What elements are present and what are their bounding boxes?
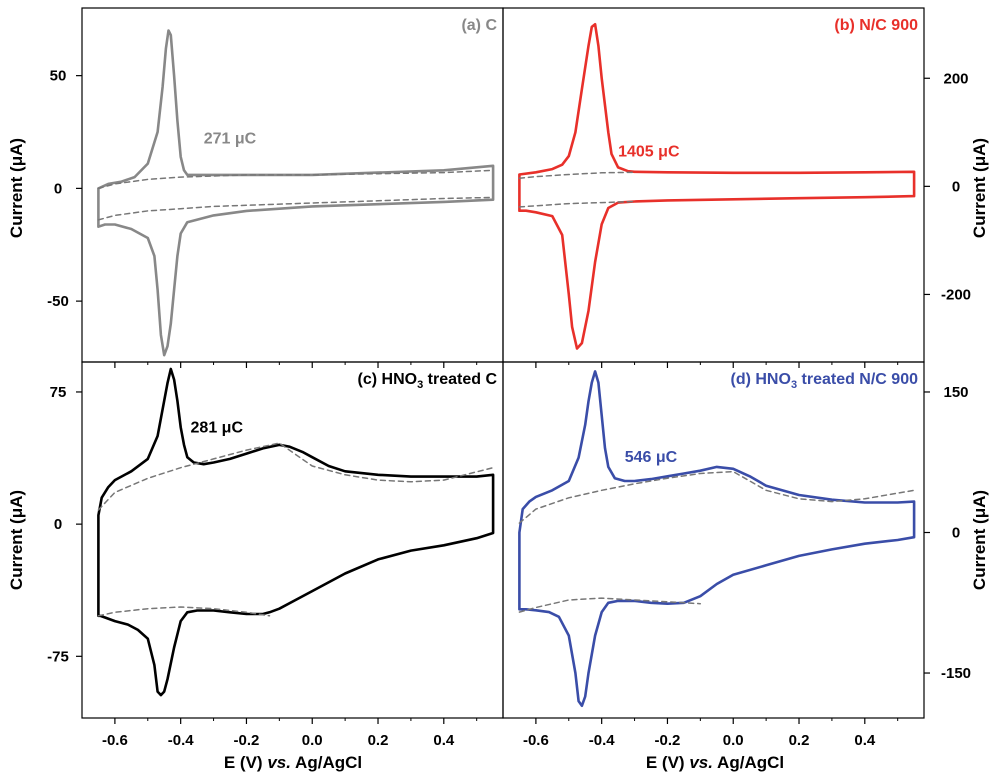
x-axis-label-left-italic: vs.: [267, 753, 291, 772]
panel-b-baseline-2: [518, 200, 636, 208]
panel-b-title: (b) N/C 900: [834, 17, 918, 34]
y-axis-label-bottom-right: Current (μA): [970, 490, 989, 590]
panel-d-baseline-1: [518, 470, 915, 524]
x-axis-label-right-tail: Ag/AgCl: [713, 753, 784, 772]
x-axis-label-left-tail: Ag/AgCl: [291, 753, 362, 772]
x-tick-label-c: 0.2: [368, 732, 389, 749]
x-tick-label-d: -0.6: [523, 732, 549, 749]
panel-c-baseline-1: [97, 442, 494, 511]
y-axis-label-top-right: Current (μA): [970, 138, 989, 238]
y-tick-label-d: 150: [943, 384, 968, 401]
x-axis-label-right-main: E (V): [646, 753, 689, 772]
panel-b-cv-curve-0: [518, 22, 916, 350]
panel-a-frame: [81, 7, 504, 363]
x-tick-label-c: -0.4: [168, 732, 195, 749]
y-tick-label-b: 0: [952, 178, 960, 195]
panel-b: -200 0 200 (b) N/C 900 1405 μC: [502, 7, 971, 368]
panel-d: -0.6 -0.4 -0.2 0.0 0.2 0.4 -150 0 150 (d) HNO3 tr…: [502, 361, 971, 749]
panel-c: -0.6 -0.4 -0.2 0.0 0.2 0.4 -75 0 75 (c) HNO3 trea…: [47, 361, 504, 749]
x-axis-label-right: E (V) vs. Ag/AgCl: [646, 753, 784, 772]
panel-a-baseline-1: [97, 169, 494, 190]
panel-d-frame: [502, 361, 925, 719]
panel-a: -50 0 50 (a) C 271 μC: [47, 7, 504, 368]
panel-c-baseline-2: [97, 606, 271, 617]
y-axis-label-top-left: Current (μA): [7, 138, 26, 238]
y-tick-label-d: -150: [941, 665, 971, 682]
panel-a-charge-annotation: 271 μC: [204, 130, 257, 147]
x-tick-label-d: -0.4: [589, 732, 616, 749]
panel-b-charge-annotation: 1405 μC: [618, 144, 680, 161]
x-tick-label-d: 0.4: [854, 732, 876, 749]
y-tick-label-b: 200: [943, 70, 968, 87]
x-tick-label-d: 0.2: [789, 732, 810, 749]
panel-c-charge-annotation: 281 μC: [191, 419, 244, 436]
panel-b-baseline-1: [518, 171, 636, 179]
x-tick-label-d: 0.0: [723, 732, 744, 749]
panel-a-cv-curve-0: [97, 29, 495, 357]
y-axis-label-bottom-left: Current (μA): [7, 490, 26, 590]
panels-group: -50 0 50 (a) C 271 μC -200 0 200 (b) N/C 900 1405…: [47, 7, 971, 749]
panel-d-title: (d) HNO3 treated N/C 900: [731, 371, 919, 391]
panel-d-baseline-2: [518, 597, 702, 613]
y-tick-label-d: 0: [952, 525, 960, 542]
y-tick-label-c: 0: [54, 516, 62, 533]
y-tick-label-b: -200: [941, 286, 971, 303]
panel-c-frame: [81, 361, 504, 719]
x-tick-label-c: -0.6: [102, 732, 128, 749]
x-tick-label-c: 0.4: [433, 732, 455, 749]
y-tick-label-a: -50: [47, 293, 69, 310]
y-tick-label-a: 50: [50, 68, 67, 85]
panel-c-title: (c) HNO3 treated C: [358, 371, 498, 391]
y-tick-label-c: 75: [50, 384, 67, 401]
x-tick-label-d: -0.2: [655, 732, 681, 749]
x-axis-label-left-main: E (V): [224, 753, 267, 772]
x-tick-label-c: -0.2: [234, 732, 260, 749]
x-tick-label-c: 0.0: [302, 732, 323, 749]
panel-d-cv-curve-0: [518, 370, 916, 708]
panel-d-charge-annotation: 546 μC: [625, 449, 678, 466]
x-axis-label-left: E (V) vs. Ag/AgCl: [224, 753, 362, 772]
y-tick-label-c: -75: [47, 648, 69, 665]
panel-a-title: (a) C: [461, 17, 497, 34]
x-axis-label-right-italic: vs.: [689, 753, 713, 772]
panel-b-frame: [502, 7, 925, 363]
y-tick-label-a: 0: [54, 180, 62, 197]
panel-c-cv-curve-0: [97, 367, 495, 697]
